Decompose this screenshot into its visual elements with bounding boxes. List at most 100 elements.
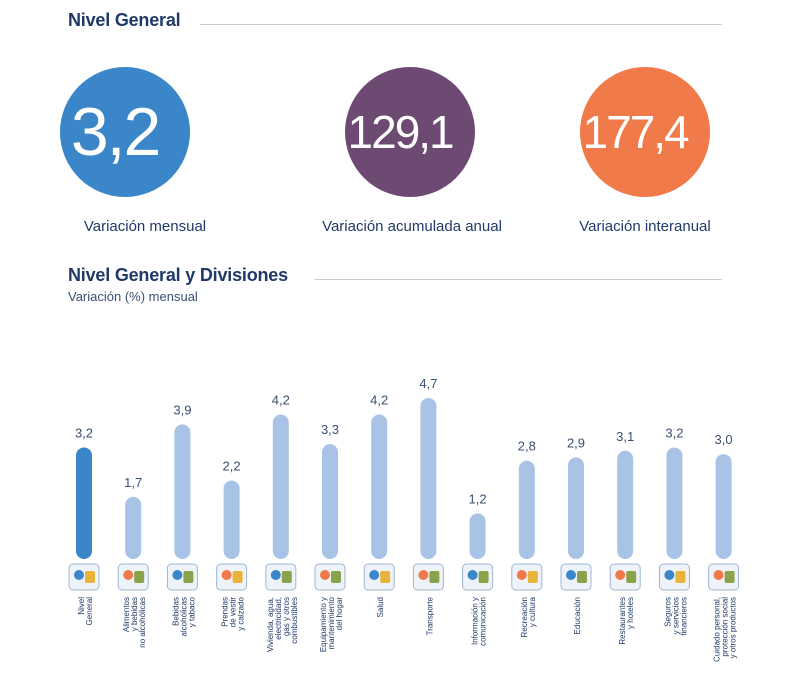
icon-frame <box>166 563 198 591</box>
category-label-line: combustibles <box>290 597 299 644</box>
category-label-line: Transporte <box>425 596 434 635</box>
bank-icon <box>658 563 690 591</box>
bar-value-label: 2,9 <box>567 435 585 450</box>
clothing-icon <box>216 563 248 591</box>
category-label: Vivienda, agua, electricidad, gas y otros c… <box>266 597 299 652</box>
nivel-general-rule <box>200 24 722 25</box>
bar <box>469 513 486 559</box>
category-label-line: y hoteles <box>626 597 635 629</box>
category-label-line: General <box>85 597 94 626</box>
category-label-line: Seguros <box>663 597 672 627</box>
appliance-icon <box>314 563 346 591</box>
category-label: Cuidado personal, protección social y otro… <box>713 597 738 662</box>
icon-block <box>85 571 95 583</box>
bar <box>223 480 240 559</box>
icon-frame <box>117 563 149 591</box>
kpi-circle-3: 177,4% <box>580 45 710 197</box>
category-label: Educación <box>573 597 582 634</box>
bar-value-label: 3,0 <box>715 432 733 447</box>
icon-block <box>478 571 489 583</box>
icon-block <box>232 571 243 583</box>
icon-dot <box>566 570 576 580</box>
category-label-line: Alimentos <box>122 597 131 632</box>
icon-dot <box>516 570 527 580</box>
category-label-line: protección social <box>721 597 730 657</box>
kpi-unit: % <box>689 45 708 67</box>
category-label-line: Vivienda, agua, <box>266 597 275 652</box>
category-label-line: Recreación <box>520 597 529 637</box>
kpi-value: 129,1 <box>347 106 455 158</box>
kpi-label: Variación acumulada anual <box>322 218 502 235</box>
icon-frame <box>412 563 444 591</box>
bar-value-label: 3,9 <box>173 402 191 417</box>
icon-block <box>577 571 587 583</box>
bar-value-label: 3,2 <box>75 425 93 440</box>
category-label-line: Educación <box>573 597 582 634</box>
chart-icon <box>68 563 100 591</box>
category-label-line: alcohólicas <box>179 597 188 637</box>
bar-value-label: 2,2 <box>223 458 241 473</box>
car-icon <box>412 563 444 591</box>
category-label: Nivel General <box>77 597 94 626</box>
category-label-line: y tabaco <box>187 596 196 627</box>
category-label-line: comunicación <box>479 597 488 646</box>
category-label-line: y servicios <box>671 597 680 634</box>
icon-frame <box>265 563 297 591</box>
food-icon <box>117 563 149 591</box>
icon-frame <box>363 563 395 591</box>
category-label-line: electricidad, <box>274 597 283 640</box>
icon-dot <box>615 570 626 580</box>
category-label-line: y bebidas <box>130 597 139 631</box>
icon-dot <box>123 570 134 580</box>
kpi-value: 177,4 <box>582 106 690 158</box>
category-label: Transporte <box>425 596 434 635</box>
icon-block <box>527 571 538 583</box>
icon-block <box>675 571 686 583</box>
icon-dot <box>320 570 330 580</box>
bar <box>272 414 289 559</box>
icon-frame <box>560 563 592 591</box>
icon-frame <box>314 563 346 591</box>
category-label: Alimentos y bebidas no alcohólicas <box>122 597 147 648</box>
icon-dot <box>369 570 380 580</box>
category-label-line: Prendas <box>221 597 230 627</box>
category-label-line: mantenimiento <box>327 596 336 649</box>
icon-dot <box>664 570 675 580</box>
category-label: Prendas de vestir y calzado <box>221 596 246 630</box>
icon-frame <box>462 563 494 591</box>
category-label-line: gas y otros <box>282 597 291 636</box>
drinks-icon <box>166 563 198 591</box>
category-label-line: del hogar <box>335 597 344 631</box>
bar-value-label: 2,8 <box>518 439 536 454</box>
kpi-unit: % <box>161 37 180 59</box>
bar <box>76 447 92 559</box>
icon-frame <box>708 563 740 591</box>
category-label-line: Salud <box>376 597 385 617</box>
icon-block <box>183 571 194 583</box>
bar <box>420 398 437 559</box>
category-label: Equipamiento y mantenimiento del hogar <box>319 596 344 652</box>
divisiones-subtitle: Variación (%) mensual <box>68 289 198 304</box>
tickets-icon <box>511 563 543 591</box>
icon-block <box>331 571 341 583</box>
bar-value-label: 4,2 <box>370 392 388 407</box>
bar-value-label: 1,7 <box>124 475 142 490</box>
icon-frame <box>68 563 100 591</box>
school-icon <box>560 563 592 591</box>
icon-dot <box>221 570 232 580</box>
category-label-line: Nivel <box>77 597 86 615</box>
kpi-value: 3,2 <box>70 94 162 170</box>
category-label-line: Restaurantes <box>618 597 627 645</box>
icon-block <box>281 571 292 583</box>
category-label-line: Información y <box>471 597 480 645</box>
icon-dot <box>74 570 84 580</box>
category-label-line: financieros <box>679 597 688 636</box>
cutlery-icon <box>609 563 641 591</box>
bar <box>322 444 338 559</box>
category-label-line: de vestir <box>229 597 238 628</box>
category-label-line: y otros productos <box>729 597 738 658</box>
icon-dot <box>467 570 478 580</box>
kpi-label: Variación mensual <box>83 218 207 235</box>
bar-value-label: 3,1 <box>616 429 634 444</box>
